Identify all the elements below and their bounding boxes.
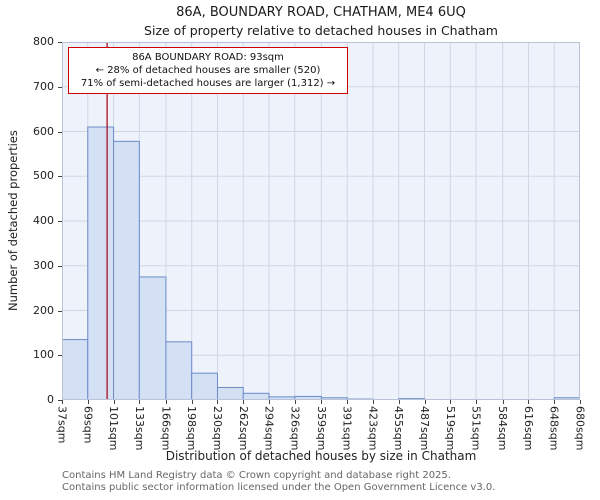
x-tick-label: 487sqm	[418, 406, 432, 451]
y-tick-mark	[58, 310, 62, 312]
x-tick-label: 294sqm	[262, 406, 276, 451]
y-tick-mark	[58, 176, 62, 178]
y-tick-label: 400	[33, 214, 54, 227]
x-tick-mark	[321, 400, 323, 404]
chart-subtitle: Size of property relative to detached ho…	[144, 23, 498, 38]
y-tick-mark	[58, 400, 62, 401]
x-tick-label: 198sqm	[185, 406, 199, 451]
annotation-box: 86A BOUNDARY ROAD: 93sqm ← 28% of detach…	[68, 47, 348, 94]
y-tick-mark	[58, 86, 62, 88]
x-tick-label: 359sqm	[314, 406, 328, 451]
histogram-svg	[62, 42, 580, 400]
x-tick-mark	[347, 400, 349, 404]
y-tick-label: 500	[33, 169, 54, 183]
x-tick-mark	[398, 400, 400, 404]
x-tick-label: 680sqm	[573, 406, 587, 451]
y-tick-label: 800	[33, 35, 54, 48]
y-tick-mark	[58, 42, 62, 43]
y-tick-mark	[58, 355, 62, 357]
x-tick-label: 37sqm	[55, 406, 69, 444]
x-tick-label: 391sqm	[340, 406, 354, 451]
x-tick-mark	[450, 400, 452, 404]
x-tick-label: 69sqm	[81, 406, 95, 444]
x-tick-label: 101sqm	[107, 406, 121, 451]
y-tick-mark	[58, 131, 62, 133]
x-tick-mark	[87, 400, 89, 404]
y-tick-label: 100	[33, 348, 54, 362]
x-tick-mark	[217, 400, 219, 404]
x-tick-mark	[62, 400, 63, 404]
x-tick-label: 455sqm	[392, 406, 406, 451]
x-tick-mark	[294, 400, 296, 404]
x-tick-label: 230sqm	[210, 406, 224, 451]
x-tick-label: 262sqm	[236, 406, 250, 451]
x-tick-mark	[476, 400, 478, 404]
y-tick-label: 700	[33, 79, 54, 93]
annotation-smaller-text: ← 28% of detached houses are smaller (52…	[95, 65, 321, 76]
x-tick-mark	[502, 400, 504, 404]
y-tick-label: 0	[47, 393, 54, 406]
footer-line2: Contains public sector information licen…	[62, 481, 496, 493]
y-tick-label: 300	[33, 258, 54, 272]
x-tick-label: 133sqm	[132, 406, 146, 451]
chart-title: 86A, BOUNDARY ROAD, CHATHAM, ME4 6UQ	[176, 5, 466, 20]
x-tick-mark	[528, 400, 530, 404]
x-axis-label: Distribution of detached houses by size …	[165, 449, 477, 463]
x-tick-label: 648sqm	[547, 406, 561, 451]
x-tick-label: 166sqm	[159, 406, 173, 451]
x-tick-mark	[165, 400, 167, 404]
y-tick-mark	[58, 265, 62, 267]
x-tick-label: 551sqm	[469, 406, 483, 451]
y-tick-mark	[58, 221, 62, 222]
x-tick-label: 584sqm	[496, 406, 510, 451]
x-tick-mark	[113, 400, 115, 404]
x-tick-mark	[243, 400, 245, 404]
x-tick-label: 423sqm	[366, 406, 380, 451]
y-tick-label: 200	[33, 303, 54, 317]
footer-line1: Contains HM Land Registry data © Crown c…	[62, 470, 451, 481]
x-tick-label: 519sqm	[443, 406, 457, 451]
x-tick-mark	[424, 400, 426, 404]
x-tick-mark	[580, 400, 581, 404]
x-tick-label: 326sqm	[288, 406, 302, 451]
y-tick-label: 600	[33, 124, 54, 138]
annotation-larger-text: 71% of semi-detached houses are larger (…	[80, 78, 336, 89]
x-tick-mark	[191, 400, 193, 404]
x-tick-mark	[554, 400, 556, 404]
x-tick-mark	[269, 400, 271, 404]
x-tick-mark	[372, 400, 374, 404]
footer: Contains HM Land Registry data © Crown c…	[62, 470, 495, 494]
plot-area: 86A BOUNDARY ROAD: 93sqm ← 28% of detach…	[62, 42, 580, 400]
x-tick-label: 616sqm	[521, 406, 535, 451]
x-tick-mark	[139, 400, 141, 404]
annotation-title: 86A BOUNDARY ROAD: 93sqm	[132, 52, 284, 63]
